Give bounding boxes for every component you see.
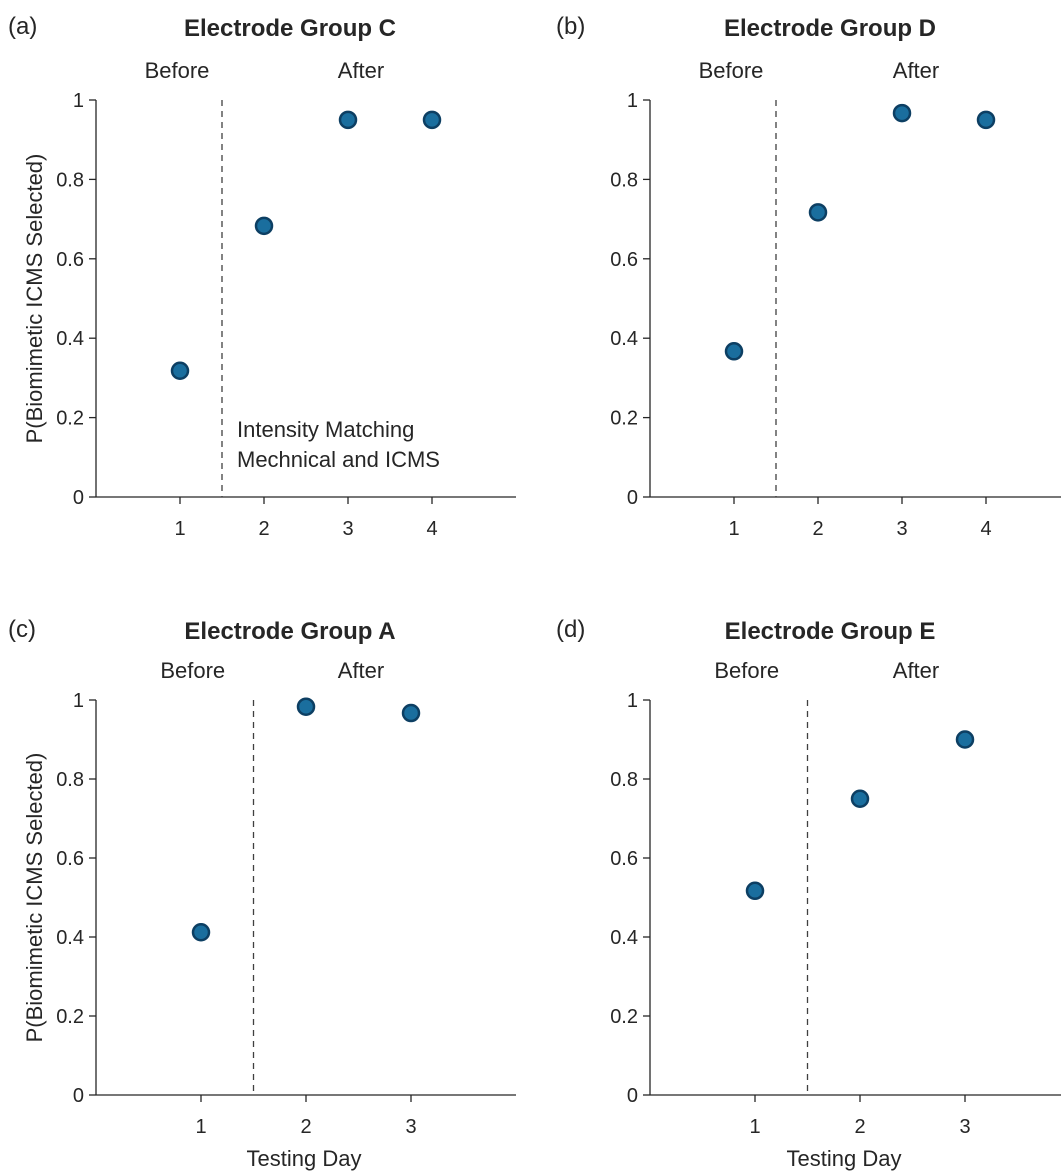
panel-title: Electrode Group A xyxy=(184,618,395,645)
x-tick-label: 2 xyxy=(854,1116,865,1138)
y-tick-label: 0.8 xyxy=(610,169,638,191)
x-axis-label: Testing Day xyxy=(787,1146,902,1171)
data-point xyxy=(850,789,870,808)
y-tick-label: 0.2 xyxy=(56,1006,84,1028)
x-tick-label: 2 xyxy=(258,518,269,540)
y-tick-label: 0.8 xyxy=(56,769,84,791)
data-point xyxy=(724,342,744,361)
panel-label: (b) xyxy=(556,13,585,40)
y-tick-label: 0.6 xyxy=(56,249,84,271)
y-tick-label: 1 xyxy=(73,90,84,112)
after-label: After xyxy=(338,658,384,683)
x-tick-label: 3 xyxy=(959,1116,970,1138)
y-tick-label: 0.8 xyxy=(56,169,84,191)
y-tick-label: 0.2 xyxy=(56,408,84,430)
data-point xyxy=(808,203,828,222)
panel-title: Electrode Group D xyxy=(724,15,936,42)
x-tick-label: 1 xyxy=(728,518,739,540)
x-tick-label: 2 xyxy=(812,518,823,540)
x-tick-label: 1 xyxy=(174,518,185,540)
data-point xyxy=(892,103,912,123)
y-tick-label: 0.2 xyxy=(610,408,638,430)
y-tick-label: 0.4 xyxy=(56,927,84,949)
data-point xyxy=(401,703,421,723)
data-point xyxy=(170,361,190,381)
x-tick-label: 3 xyxy=(896,518,907,540)
y-tick-label: 0 xyxy=(73,487,84,509)
panel-label: (c) xyxy=(8,616,36,643)
y-tick-label: 0.4 xyxy=(610,328,638,350)
annotation-text: Mechnical and ICMS xyxy=(237,447,440,472)
y-tick-label: 0.4 xyxy=(610,927,638,949)
before-label: Before xyxy=(699,58,764,83)
data-point xyxy=(422,110,442,130)
after-label: After xyxy=(338,58,384,83)
panel-label: (a) xyxy=(8,13,37,40)
y-tick-label: 0.6 xyxy=(610,249,638,271)
y-tick-label: 0.2 xyxy=(610,1006,638,1028)
x-tick-label: 1 xyxy=(749,1116,760,1138)
x-tick-label: 4 xyxy=(980,518,991,540)
data-point xyxy=(296,697,316,716)
y-tick-label: 1 xyxy=(627,90,638,112)
x-tick-label: 4 xyxy=(426,518,437,540)
x-tick-label: 1 xyxy=(195,1116,206,1138)
data-point xyxy=(338,110,358,130)
x-tick-label: 3 xyxy=(405,1116,416,1138)
y-tick-label: 0.6 xyxy=(56,848,84,870)
y-tick-label: 1 xyxy=(73,690,84,712)
data-point xyxy=(976,110,996,130)
after-label: After xyxy=(893,658,939,683)
annotation-text: Intensity Matching xyxy=(237,417,414,442)
data-point xyxy=(745,881,765,901)
data-point xyxy=(254,216,274,236)
panel-a: (a) Electrode Group C Before After 0 0.2 0.4 0.… xyxy=(8,13,516,540)
before-label: Before xyxy=(145,58,210,83)
y-axis-label: P(Biomimetic ICMS Selected) xyxy=(22,154,47,444)
y-tick-label: 0 xyxy=(627,1085,638,1107)
after-label: After xyxy=(893,58,939,83)
panel-b: (b) Electrode Group D Before After 0 0.2 0.4 0.… xyxy=(556,13,1061,540)
panel-title: Electrode Group E xyxy=(725,618,936,645)
y-tick-label: 0.6 xyxy=(610,848,638,870)
panel-d: (d) Electrode Group E Before After 0 0.2 0.4 0.… xyxy=(556,616,1061,1171)
y-tick-label: 0 xyxy=(627,487,638,509)
y-tick-label: 0.4 xyxy=(56,328,84,350)
before-label: Before xyxy=(160,658,225,683)
panel-label: (d) xyxy=(556,616,585,643)
x-tick-label: 2 xyxy=(300,1116,311,1138)
y-tick-label: 0 xyxy=(73,1085,84,1107)
y-tick-label: 0.8 xyxy=(610,769,638,791)
x-axis-label: Testing Day xyxy=(247,1146,362,1171)
y-tick-label: 1 xyxy=(627,690,638,712)
before-label: Before xyxy=(714,658,779,683)
panel-title: Electrode Group C xyxy=(184,15,396,42)
data-point xyxy=(191,923,211,942)
y-axis-label: P(Biomimetic ICMS Selected) xyxy=(22,753,47,1043)
data-point xyxy=(955,730,975,749)
panel-c: (c) Electrode Group A Before After 0 0.2 0.4 0.… xyxy=(8,616,516,1171)
x-tick-label: 3 xyxy=(342,518,353,540)
